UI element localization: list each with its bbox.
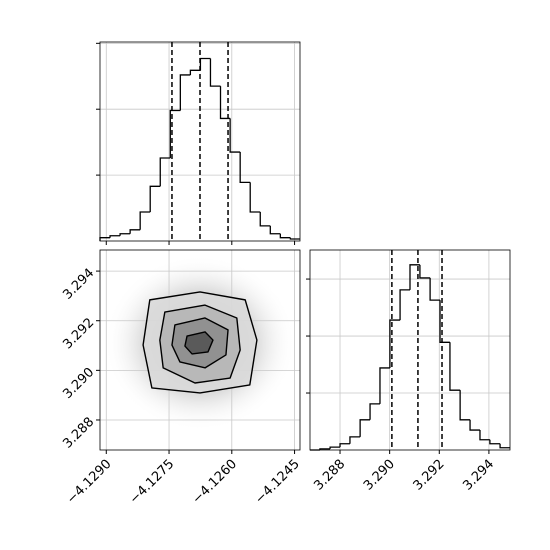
histogram-step xyxy=(479,430,490,441)
histogram-step xyxy=(499,443,510,449)
histogram-step xyxy=(159,157,171,187)
histogram-step xyxy=(289,237,300,240)
histogram-step xyxy=(249,182,261,213)
histogram-step xyxy=(199,57,211,71)
histogram-step xyxy=(269,225,281,235)
histogram-step xyxy=(349,436,361,444)
x-tick-label: −4.1275 xyxy=(127,457,177,507)
y-tick-label: 3.290 xyxy=(60,365,97,402)
y-tick-label: 3.288 xyxy=(60,415,97,452)
histogram-step xyxy=(239,152,251,184)
histogram-step xyxy=(129,229,141,234)
histogram-step xyxy=(399,289,410,321)
histogram-step xyxy=(379,367,390,404)
axes-frame xyxy=(99,41,301,242)
axes-frame xyxy=(99,249,301,451)
histogram-step xyxy=(209,58,221,87)
histogram-step xyxy=(179,74,191,111)
histogram-step xyxy=(119,233,131,236)
histogram-step xyxy=(459,390,471,421)
histogram-step xyxy=(259,212,271,227)
y-tick-label: 3.292 xyxy=(60,315,97,352)
histogram-step xyxy=(419,264,431,279)
histogram-step xyxy=(219,86,231,120)
x-tick-label: 3.290 xyxy=(361,457,398,494)
histogram-step xyxy=(279,233,291,239)
histogram-step xyxy=(149,185,161,213)
axes-frame xyxy=(309,249,511,451)
contour xyxy=(184,331,214,355)
x-tick-label: −4.1290 xyxy=(64,457,114,507)
histogram-step xyxy=(339,443,350,448)
x-tick-label: 3.294 xyxy=(460,457,497,494)
histogram-step xyxy=(99,237,111,241)
histogram-step xyxy=(139,211,151,230)
histogram-step xyxy=(169,109,181,158)
histogram-step xyxy=(489,439,501,445)
x-tick-label: 3.292 xyxy=(411,457,448,494)
histogram-step xyxy=(329,446,341,449)
x-tick-label: −4.1260 xyxy=(190,457,240,507)
histogram-step xyxy=(439,300,450,343)
x-tick-label: −4.1245 xyxy=(252,457,302,507)
y-tick-label: 3.294 xyxy=(60,266,97,303)
histogram-step xyxy=(359,419,371,437)
histogram-step xyxy=(109,235,121,238)
x-tick-label: 3.288 xyxy=(311,457,348,494)
histogram-step xyxy=(469,419,480,431)
histogram-step xyxy=(449,342,461,391)
histogram-step xyxy=(389,319,401,368)
histogram-step xyxy=(229,118,241,153)
histogram-step xyxy=(189,69,201,75)
histogram-step xyxy=(429,277,441,301)
histogram-step xyxy=(409,264,420,290)
histogram-step xyxy=(369,403,380,420)
